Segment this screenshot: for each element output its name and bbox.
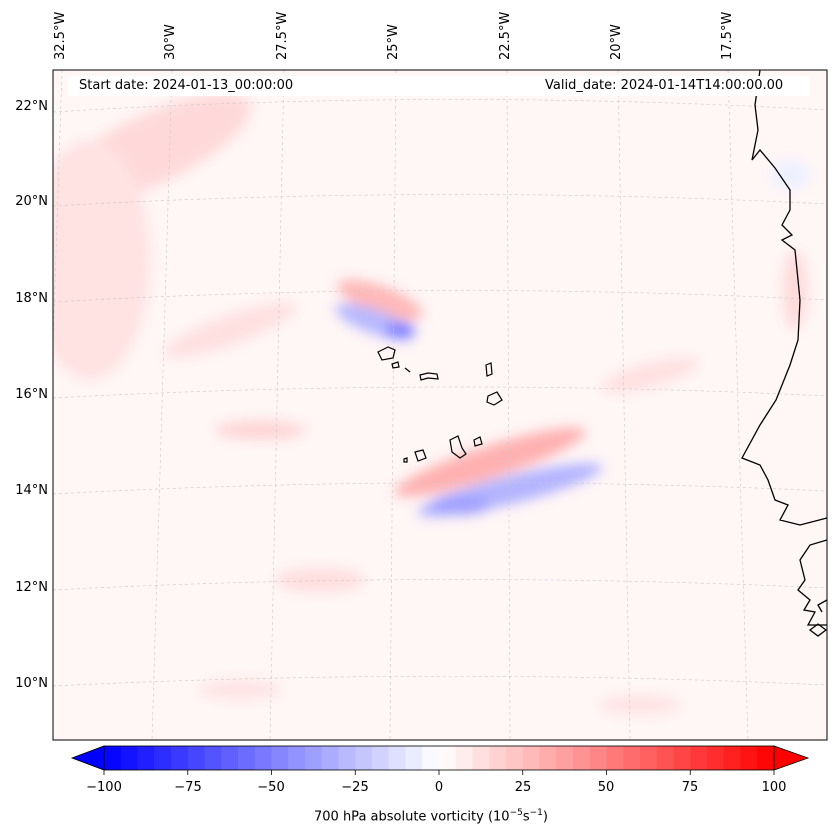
colorbar-cell: [606, 746, 624, 770]
colorbar-cell: [288, 746, 306, 770]
colorbar-cell: [338, 746, 356, 770]
colorbar-tick-label: −100: [86, 780, 122, 795]
header-band: [68, 76, 810, 96]
colorbar-cell: [707, 746, 725, 770]
colorbar-cell: [656, 746, 675, 770]
colorbar-cell: [589, 746, 608, 770]
colorbar-cell: [539, 746, 557, 770]
colorbar-tick-label: −50: [257, 780, 285, 795]
start-date: Start date: 2024-01-13_00:00:00: [79, 78, 294, 93]
colorbar-cell: [355, 746, 373, 770]
lat-label: 14°N: [15, 483, 48, 498]
valid-date: Valid_date: 2024-01-14T14:00:00.00: [545, 78, 784, 93]
colorbar-cell: [104, 746, 122, 770]
colorbar-cell: [254, 746, 273, 770]
lat-label: 22°N: [15, 99, 48, 114]
map-background: [53, 70, 827, 740]
colorbar-cell: [305, 746, 323, 770]
colorbar-cell: [455, 746, 474, 770]
colorbar-cell: [472, 746, 490, 770]
vorticity-field: [53, 93, 810, 715]
colorbar-max-arrow: [773, 745, 810, 771]
colorbar-cell: [489, 746, 507, 770]
colorbar-cell: [187, 746, 206, 770]
colorbar-cell: [154, 746, 172, 770]
lat-label: 12°N: [15, 580, 48, 595]
coastline: [741, 70, 827, 637]
graticule: [53, 70, 827, 740]
colorbar-cell: [522, 746, 541, 770]
colorbar-cell: [439, 746, 457, 770]
colorbar-tick-label: 75: [681, 780, 699, 795]
colorbar-min-arrow: [70, 745, 105, 771]
colorbar: [70, 745, 810, 775]
lon-label: 17.5°W: [720, 11, 735, 60]
colorbar-cell: [171, 746, 189, 770]
lat-label: 18°N: [15, 291, 48, 306]
colorbar-cell: [573, 746, 591, 770]
colorbar-cell: [271, 746, 289, 770]
colorbar-cell: [757, 746, 775, 770]
colorbar-tick-label: −25: [341, 780, 369, 795]
colorbar-cell: [238, 746, 256, 770]
lon-label: 25°W: [386, 24, 401, 60]
colorbar-cell: [388, 746, 407, 770]
colorbar-ticks: [103, 770, 775, 775]
lat-label: 10°N: [15, 676, 48, 691]
colorbar-cell: [204, 746, 222, 770]
colorbar-tick-label: 50: [597, 780, 615, 795]
colorbar-cell: [640, 746, 658, 770]
colorbar-tick-label: 25: [514, 780, 532, 795]
map-panel: [53, 70, 827, 740]
colorbar-cell: [623, 746, 641, 770]
lon-label: 22.5°W: [498, 11, 513, 60]
colorbar-cell: [506, 746, 524, 770]
colorbar-cell: [372, 746, 390, 770]
colorbar-tick-label: 0: [434, 780, 444, 795]
lon-label: 30°W: [163, 24, 178, 60]
colorbar-cell: [556, 746, 574, 770]
lon-label: 20°W: [609, 24, 624, 60]
colorbar-cell: [740, 746, 758, 770]
colorbar-tick-label: 100: [761, 780, 787, 795]
map-frame: [52, 69, 828, 741]
colorbar-tick-label: −75: [174, 780, 202, 795]
lon-label: 27.5°W: [275, 11, 290, 60]
lat-label: 20°N: [15, 194, 48, 209]
colorbar-cell: [723, 746, 742, 770]
colorbar-cell: [422, 746, 440, 770]
colorbar-cell: [321, 746, 340, 770]
colorbar-label: 700 hPa absolute vorticity (10−5s−1): [314, 808, 548, 825]
colorbar-cell: [690, 746, 708, 770]
colorbar-cell: [120, 746, 139, 770]
colorbar-cell: [673, 746, 691, 770]
lon-label: 32.5°W: [53, 11, 68, 60]
colorbar-cell: [137, 746, 155, 770]
lat-label: 16°N: [15, 387, 48, 402]
colorbar-cells: [104, 746, 775, 770]
cape-verde-islands: [377, 346, 503, 463]
colorbar-cell: [405, 746, 423, 770]
colorbar-cell: [221, 746, 239, 770]
